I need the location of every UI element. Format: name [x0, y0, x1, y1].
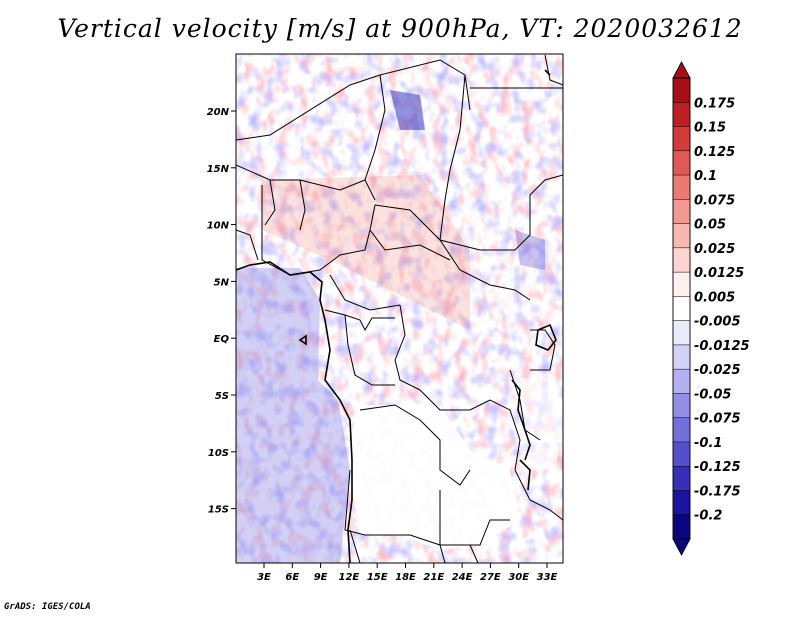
- lon-tick-label: 33E: [537, 572, 558, 583]
- lon-tick-label: 30E: [508, 572, 529, 583]
- lat-tick-label: 15S: [208, 505, 229, 516]
- country-borders: [236, 54, 563, 563]
- lat-tick-label: 20N: [207, 107, 230, 118]
- colorbar-swatch: [672, 417, 691, 443]
- colorbar-label: -0.125: [694, 460, 741, 475]
- colorbar-min-arrow: [672, 538, 691, 556]
- colorbar-swatch: [672, 223, 691, 249]
- lon-tick-label: 6E: [285, 572, 299, 583]
- lat-tick-label: 5N: [214, 277, 230, 288]
- longitude-axis: 3E 6E 9E 12E 15E 18E 21E 24E 27E 30E 33E: [257, 563, 558, 583]
- colorbar-swatch: [672, 441, 691, 467]
- colorbar-label: -0.005: [694, 315, 741, 330]
- colorbar-label: -0.05: [694, 387, 731, 402]
- colorbar-frame: [672, 77, 691, 540]
- colorbar-swatch: [672, 296, 691, 322]
- lon-tick-label: 21E: [423, 572, 444, 583]
- colorbar-swatch: [672, 174, 691, 200]
- velocity-field: [236, 54, 563, 563]
- latitude-axis: 20N 15N 10N 5N EQ 5S 10S 15S: [207, 107, 236, 516]
- colorbar-label: 0.05: [694, 218, 726, 233]
- colorbar-swatch: [672, 393, 691, 419]
- colorbar-swatch: [672, 77, 691, 103]
- colorbar-label: 0.005: [694, 290, 735, 305]
- lat-tick-label: 15N: [207, 164, 230, 175]
- colorbar-swatch: [672, 490, 691, 516]
- lon-tick-label: 12E: [339, 572, 360, 583]
- colorbar: 0.175 0.15 0.125 0.1 0.075 0.05 0.025 0.0125 0.0…: [672, 61, 750, 556]
- colorbar-swatch: [672, 320, 691, 346]
- colorbar-swatch: [672, 126, 691, 152]
- coastline: [236, 69, 557, 563]
- colorbar-label: -0.075: [694, 412, 741, 427]
- colorbar-label: 0.1: [694, 169, 717, 184]
- lat-tick-label: EQ: [214, 334, 230, 345]
- colorbar-swatch: [672, 247, 691, 273]
- lon-tick-label: 3E: [257, 572, 271, 583]
- colorbar-swatch: [672, 514, 691, 540]
- lon-tick-label: 15E: [367, 572, 388, 583]
- footer-credit: GrADS: IGES/COLA: [4, 602, 91, 612]
- lat-tick-label: 5S: [215, 391, 229, 402]
- lat-tick-label: 10N: [207, 221, 230, 232]
- colorbar-label: -0.025: [694, 363, 741, 378]
- colorbar-max-arrow: [672, 61, 691, 79]
- colorbar-label: -0.0125: [694, 339, 750, 354]
- colorbar-swatch: [672, 271, 691, 297]
- colorbar-label: -0.175: [694, 484, 741, 499]
- colorbar-swatch: [672, 102, 691, 128]
- lat-tick-label: 10S: [208, 448, 229, 459]
- colorbar-label: 0.15: [694, 121, 726, 136]
- colorbar-swatch: [672, 465, 691, 492]
- colorbar-label: 0.025: [694, 242, 735, 257]
- colorbar-swatch: [672, 199, 691, 225]
- colorbar-swatch: [672, 368, 691, 394]
- colorbar-label: 0.175: [694, 96, 735, 111]
- colorbar-label: 0.0125: [694, 266, 744, 281]
- lon-tick-label: 9E: [314, 572, 328, 583]
- plot-frame: [235, 53, 564, 564]
- map-title: Vertical velocity [m/s] at 900hPa, VT: 2…: [57, 14, 743, 43]
- colorbar-swatch: [672, 344, 691, 370]
- colorbar-label: 0.125: [694, 145, 735, 160]
- colorbar-label: 0.075: [694, 193, 735, 208]
- lon-tick-label: 27E: [480, 572, 501, 583]
- colorbar-label: -0.2: [694, 509, 722, 524]
- lon-tick-label: 18E: [395, 572, 416, 583]
- lon-tick-label: 24E: [452, 572, 473, 583]
- colorbar-swatch: [672, 150, 691, 176]
- colorbar-label: -0.1: [694, 436, 722, 451]
